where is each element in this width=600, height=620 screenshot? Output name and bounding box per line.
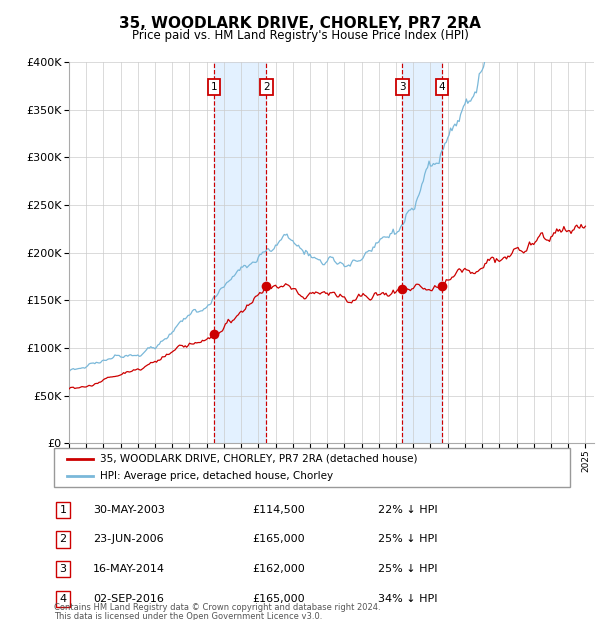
Text: HPI: Average price, detached house, Chorley: HPI: Average price, detached house, Chor… [100,471,334,481]
Text: 4: 4 [59,594,67,604]
Text: £165,000: £165,000 [252,594,305,604]
Text: Contains HM Land Registry data © Crown copyright and database right 2024.: Contains HM Land Registry data © Crown c… [54,603,380,612]
Text: This data is licensed under the Open Government Licence v3.0.: This data is licensed under the Open Gov… [54,612,322,620]
Text: 25% ↓ HPI: 25% ↓ HPI [378,564,437,574]
Text: 1: 1 [59,505,67,515]
Text: 34% ↓ HPI: 34% ↓ HPI [378,594,437,604]
Text: 30-MAY-2003: 30-MAY-2003 [93,505,165,515]
Bar [403,62,442,443]
FancyBboxPatch shape [54,448,570,487]
Text: 35, WOODLARK DRIVE, CHORLEY, PR7 2RA: 35, WOODLARK DRIVE, CHORLEY, PR7 2RA [119,16,481,31]
Text: 25% ↓ HPI: 25% ↓ HPI [378,534,437,544]
Text: 22% ↓ HPI: 22% ↓ HPI [378,505,437,515]
Text: 1: 1 [211,82,217,92]
Bar [214,62,266,443]
Text: 35, WOODLARK DRIVE, CHORLEY, PR7 2RA (detached house): 35, WOODLARK DRIVE, CHORLEY, PR7 2RA (de… [100,454,418,464]
Text: 23-JUN-2006: 23-JUN-2006 [93,534,164,544]
Text: 4: 4 [439,82,445,92]
Text: £114,500: £114,500 [252,505,305,515]
Text: £165,000: £165,000 [252,534,305,544]
Text: 16-MAY-2014: 16-MAY-2014 [93,564,165,574]
Text: 2: 2 [59,534,67,544]
Text: 3: 3 [399,82,406,92]
Text: 02-SEP-2016: 02-SEP-2016 [93,594,164,604]
Text: 3: 3 [59,564,67,574]
Text: 2: 2 [263,82,270,92]
Text: £162,000: £162,000 [252,564,305,574]
Text: Price paid vs. HM Land Registry's House Price Index (HPI): Price paid vs. HM Land Registry's House … [131,29,469,42]
